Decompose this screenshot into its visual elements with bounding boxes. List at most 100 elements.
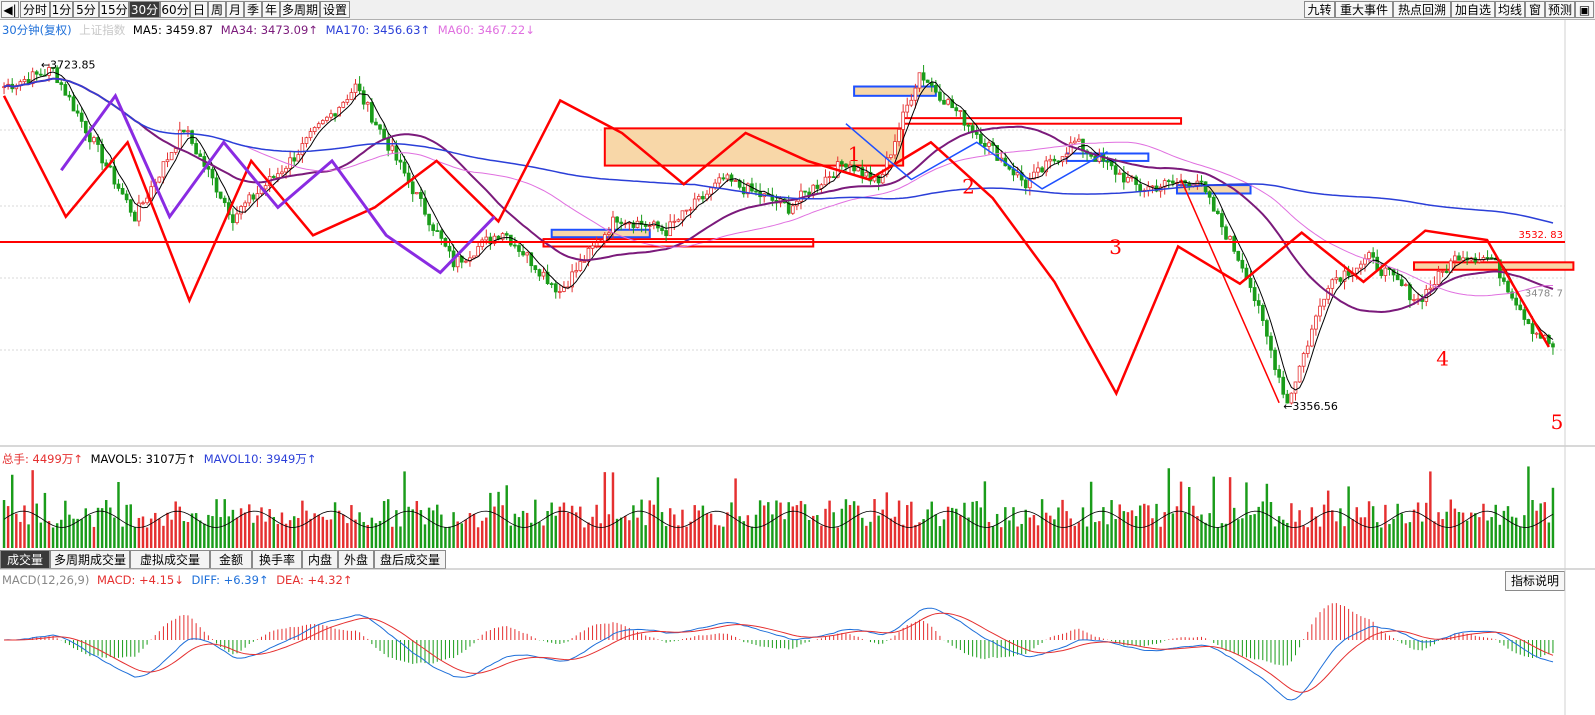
period-button[interactable]: 月	[226, 1, 244, 18]
indicator-tab[interactable]: 外盘	[338, 550, 374, 569]
period-button[interactable]: 分时	[20, 1, 50, 18]
indicator-tab[interactable]: 多周期成交量	[50, 550, 130, 569]
candle-body	[504, 233, 509, 236]
volume-bar	[570, 505, 574, 548]
period-button[interactable]: 15分	[99, 1, 129, 18]
volume-bar	[96, 507, 100, 548]
candle-body	[1293, 381, 1298, 394]
tool-button[interactable]: 预测	[1545, 1, 1575, 18]
indicator-help-button[interactable]: 指标说明	[1505, 571, 1565, 591]
volume-bar	[648, 500, 651, 548]
tool-button[interactable]: 热点回溯	[1393, 1, 1451, 18]
candle-body	[840, 161, 844, 165]
period-button[interactable]: 1分	[50, 1, 73, 18]
candle-body	[1028, 178, 1032, 189]
volume-bar	[979, 507, 983, 548]
candle-body	[75, 110, 80, 114]
tool-button[interactable]: 重大事件	[1335, 1, 1393, 18]
period-button[interactable]: 设置	[320, 1, 350, 18]
volume-bar	[603, 472, 607, 548]
indicator-tab[interactable]: 内盘	[302, 550, 338, 569]
period-button[interactable]: 周	[208, 1, 226, 18]
consolidation-zone	[603, 127, 905, 167]
period-button[interactable]: 30分	[129, 1, 160, 18]
volume-bar	[1265, 483, 1269, 548]
candle-body	[1318, 305, 1322, 317]
candle-body	[1220, 213, 1224, 228]
candle-body	[1044, 160, 1049, 173]
period-button[interactable]: 多周期	[280, 1, 320, 18]
ma170-line	[3, 77, 1554, 224]
candle-body	[1342, 270, 1347, 282]
candle-body	[263, 185, 268, 190]
candle-body	[145, 197, 149, 204]
volume-bar	[1089, 481, 1093, 548]
candle-body	[222, 197, 227, 204]
collapse-left-icon[interactable]: ◀|	[1, 1, 19, 18]
tool-button[interactable]: 加自选	[1451, 1, 1495, 18]
candle-body	[1130, 176, 1134, 179]
candle-body	[108, 165, 113, 168]
period-button[interactable]: 季	[244, 1, 262, 18]
indicator-tab[interactable]: 金额	[210, 550, 252, 569]
candle-body	[169, 152, 174, 161]
tool-button[interactable]: 窗	[1525, 1, 1545, 18]
volume-bar	[60, 519, 63, 548]
volume-bar	[1347, 486, 1350, 548]
volume-bar	[141, 516, 145, 548]
candle-body	[594, 241, 599, 247]
volume-bar	[771, 514, 774, 548]
volume-bar	[72, 518, 75, 548]
volume-bar	[873, 499, 876, 548]
period-button[interactable]: 年	[262, 1, 280, 18]
volume-bar	[288, 520, 292, 548]
candle-body	[1469, 257, 1474, 261]
volume-bar	[542, 525, 545, 548]
candle-body	[1146, 186, 1151, 191]
period-button[interactable]: 60分	[160, 1, 190, 18]
volume-bar	[1339, 508, 1342, 548]
volume-bar	[1179, 481, 1183, 548]
volume-bar	[1085, 526, 1089, 548]
tool-button[interactable]: 九转	[1304, 1, 1335, 18]
period-button[interactable]: 日	[190, 1, 208, 18]
indicator-tab[interactable]: 成交量	[0, 550, 50, 569]
period-button[interactable]: 5分	[73, 1, 99, 18]
volume-bar	[1232, 507, 1236, 548]
candle-body	[598, 240, 603, 243]
volume-bar	[1453, 508, 1457, 548]
volume-bar	[19, 521, 22, 548]
candle-body	[239, 206, 243, 215]
volume-bar	[1441, 519, 1444, 548]
volume-bar	[946, 506, 950, 548]
indicator-tab[interactable]: 换手率	[252, 550, 302, 569]
index-name: 上证指数	[79, 23, 126, 37]
volume-bar	[186, 522, 190, 548]
candle-body	[508, 234, 513, 246]
volume-bar	[664, 526, 668, 548]
volume-bar	[1551, 487, 1555, 548]
volume-bar	[370, 517, 374, 548]
candle-body	[34, 71, 39, 75]
macd-legend: MACD(12,26,9) MACD: +4.15↓ DIFF: +6.39↑ …	[2, 573, 356, 587]
candle-body	[1244, 267, 1249, 279]
indicator-tab[interactable]: 虚拟成交量	[130, 550, 210, 569]
volume-bar	[955, 508, 958, 548]
candle-body	[55, 67, 60, 84]
window-toggle-icon[interactable]: ▣	[1575, 1, 1594, 18]
period-label: 30分钟(复权)	[2, 23, 72, 37]
volume-bar	[677, 525, 680, 548]
indicator-tab[interactable]: 盘后成交量	[374, 550, 446, 569]
candle-body	[517, 245, 521, 252]
volume-bar	[1543, 502, 1547, 548]
candle-body	[1305, 345, 1310, 354]
dea-line	[4, 612, 1554, 693]
candle-body	[1195, 180, 1200, 186]
tool-button[interactable]: 均线	[1495, 1, 1525, 18]
volume-bar	[852, 501, 856, 548]
candle-body	[398, 159, 403, 163]
volume-bar	[762, 505, 766, 548]
candle-body	[709, 187, 713, 195]
volume-bar	[722, 526, 725, 548]
volume-bar	[1318, 526, 1322, 548]
